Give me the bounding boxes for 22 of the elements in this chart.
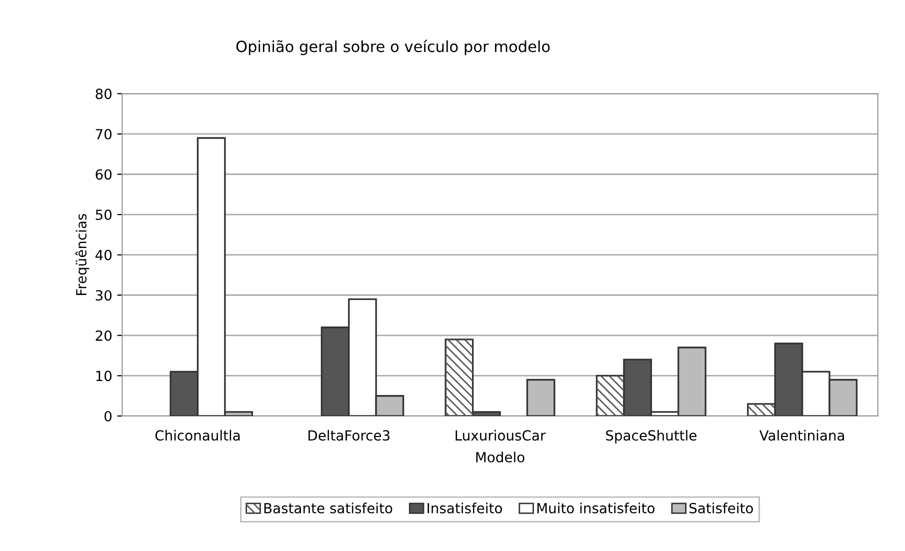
legend-label: Bastante satisfeito	[264, 502, 392, 514]
chart-title: Opinião geral sobre o veículo por modelo	[236, 40, 550, 56]
x-tick-label: LuxuriousCar	[456, 430, 546, 441]
x-tick-label: Valentiniana	[759, 430, 844, 441]
x-axis-title: Modelo	[476, 452, 524, 462]
y-tick-label: 70	[96, 128, 112, 140]
y-tick-label: 80	[96, 88, 112, 100]
legend-label: Satisfeito	[689, 502, 753, 514]
y-tick-label: 50	[96, 210, 112, 220]
y-tick-label: 30	[96, 290, 112, 301]
y-axis-title: Freqüências	[75, 214, 90, 296]
y-tick-label: 60	[96, 169, 112, 180]
x-tick-label: SpaceShuttle	[606, 430, 696, 444]
y-tick-label: 0	[104, 410, 112, 422]
legend-label: Insatisfeito	[428, 502, 502, 514]
y-tick-label: 40	[95, 250, 112, 260]
x-tick-label: DeltaForce3	[308, 430, 390, 441]
y-tick-label: 20	[96, 330, 112, 341]
legend-label: Muito insatisfeito	[537, 502, 654, 514]
bar	[526, 378, 556, 416]
y-tick-label: 10	[96, 370, 112, 382]
x-tick-label: Chiconaultla	[155, 430, 240, 441]
